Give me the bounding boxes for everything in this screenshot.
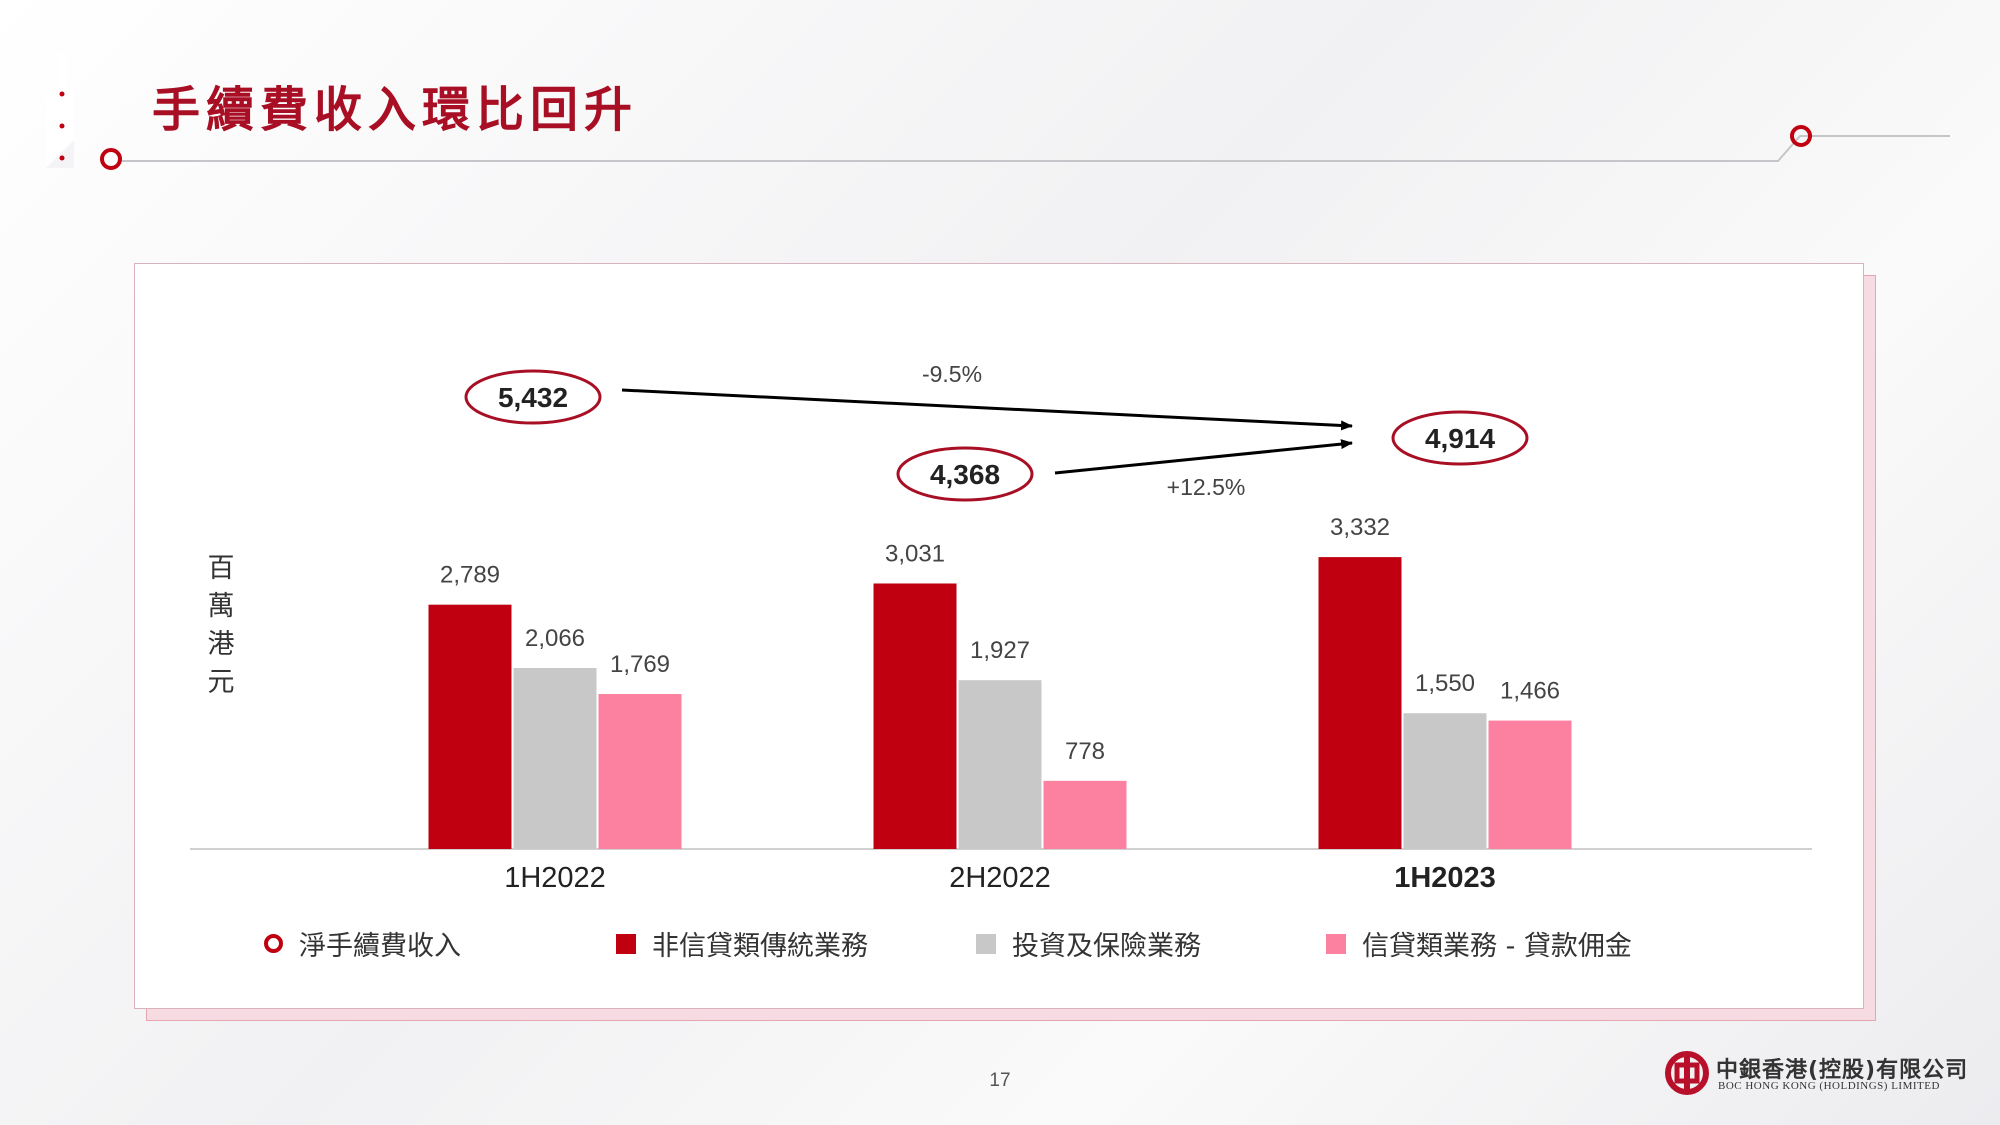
legend-item-series-1: 投資及保險業務 xyxy=(976,924,1201,963)
page-title: 手續費收入環比回升 xyxy=(152,82,639,138)
data-label-2H2022-series-0: 3,031 xyxy=(885,540,945,567)
total-ring-1H2023 xyxy=(1391,410,1529,466)
header-ring-left xyxy=(100,148,122,170)
arrow-2H2022-to-1H2023 xyxy=(1054,439,1353,475)
legend-label: 投資及保險業務 xyxy=(1012,931,1201,962)
bar-2H2022-series-1 xyxy=(958,680,1042,849)
bar-2H2022-series-2 xyxy=(1043,780,1127,849)
logo-icon xyxy=(1665,1051,1709,1095)
x-tick-label-2H2022: 2H2022 xyxy=(949,862,1051,894)
x-tick-label-1H2022: 1H2022 xyxy=(504,862,606,894)
legend-label: 信貸類業務 - 貸款佣金 xyxy=(1362,931,1632,962)
data-label-1H2022-series-1: 2,066 xyxy=(525,625,585,652)
swatch-icon xyxy=(1326,933,1346,954)
data-label-1H2023-series-2: 1,466 xyxy=(1500,678,1560,705)
skyline-icon xyxy=(46,52,74,168)
unit-label: 百萬港元 xyxy=(207,553,235,698)
data-label-1H2022-series-0: 2,789 xyxy=(440,562,500,589)
annotation-label-0: -9.5% xyxy=(922,361,982,387)
arrow-1H2022-to-1H2023 xyxy=(621,388,1353,431)
data-label-2H2022-series-2: 778 xyxy=(1065,738,1105,765)
swatch-icon xyxy=(976,933,996,954)
header-rule xyxy=(122,135,1950,162)
data-label-2H2022-series-1: 1,927 xyxy=(970,637,1030,664)
bar-1H2023-series-1 xyxy=(1403,713,1487,849)
logo-name-cn: 中銀香港(控股)有限公司 xyxy=(1716,1058,1969,1083)
page-number: 17 xyxy=(989,1070,1011,1091)
header-decoration xyxy=(46,52,1950,170)
bar-1H2023-series-2 xyxy=(1488,720,1572,849)
chart-panel xyxy=(134,263,1864,1009)
legend-item-net-fee: 淨手續費收入 xyxy=(264,924,461,963)
total-ring-1H2022 xyxy=(464,369,602,425)
bar-1H2022-series-2 xyxy=(598,694,682,849)
legend-label: 非信貸類傳統業務 xyxy=(652,931,868,962)
total-label-1H2022: 5,432 xyxy=(498,382,568,413)
legend-item-series-0: 非信貸類傳統業務 xyxy=(616,924,868,963)
logo-name-en: BOC HONG KONG (HOLDINGS) LIMITED xyxy=(1718,1080,1940,1092)
total-ring-2H2022 xyxy=(896,446,1034,502)
header-ring-right xyxy=(1790,125,1812,147)
total-label-1H2023: 4,914 xyxy=(1425,423,1495,454)
swatch-icon xyxy=(616,933,636,954)
ring-icon xyxy=(264,934,283,953)
x-tick-label-1H2023: 1H2023 xyxy=(1394,862,1496,894)
annotation-label-1: +12.5% xyxy=(1167,474,1246,500)
data-label-1H2023-series-1: 1,550 xyxy=(1415,670,1475,697)
data-label-1H2022-series-2: 1,769 xyxy=(610,651,670,678)
bar-2H2022-series-0 xyxy=(873,583,957,849)
legend-item-series-2: 信貸類業務 - 貸款佣金 xyxy=(1326,924,1632,963)
data-label-1H2023-series-0: 3,332 xyxy=(1330,514,1390,541)
total-label-2H2022: 4,368 xyxy=(930,459,1000,490)
bar-1H2022-series-1 xyxy=(513,668,597,849)
bar-1H2022-series-0 xyxy=(428,604,512,849)
legend-label: 淨手續費收入 xyxy=(299,931,461,962)
bar-1H2023-series-0 xyxy=(1318,557,1402,849)
